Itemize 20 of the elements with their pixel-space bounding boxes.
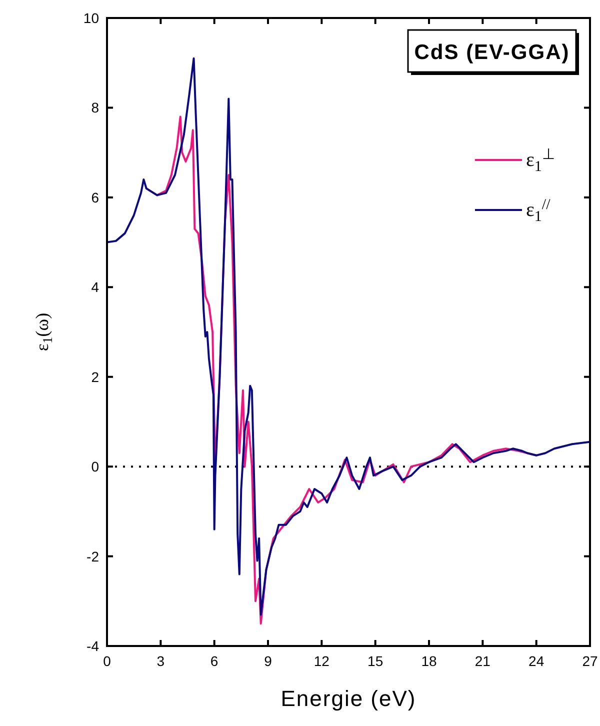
- y-tick-label: 2: [91, 368, 100, 385]
- x-tick-label: 3: [156, 653, 165, 669]
- x-tick-label: 27: [582, 653, 598, 669]
- text: CdS (EV-GGA): [414, 41, 570, 64]
- x-tick-label: 21: [474, 653, 491, 669]
- x-tick-label: 6: [210, 653, 218, 669]
- x-tick-label: 9: [264, 653, 272, 669]
- y-tick-label: 4: [91, 279, 100, 296]
- y-tick-label: 0: [91, 458, 100, 475]
- x-tick-label: 18: [421, 653, 437, 669]
- x-tick-label: 0: [103, 653, 112, 669]
- x-axis-title: Energie (eV): [280, 686, 416, 711]
- y-tick-label: 6: [91, 189, 100, 206]
- x-tick-label: 12: [314, 653, 330, 669]
- y-tick-label: 10: [83, 10, 100, 26]
- x-tick-label: 24: [528, 653, 544, 669]
- y-tick-label: -2: [86, 548, 100, 564]
- y-tick-label: 8: [91, 100, 100, 116]
- y-tick-label: -4: [86, 638, 100, 654]
- x-tick-label: 15: [368, 653, 384, 669]
